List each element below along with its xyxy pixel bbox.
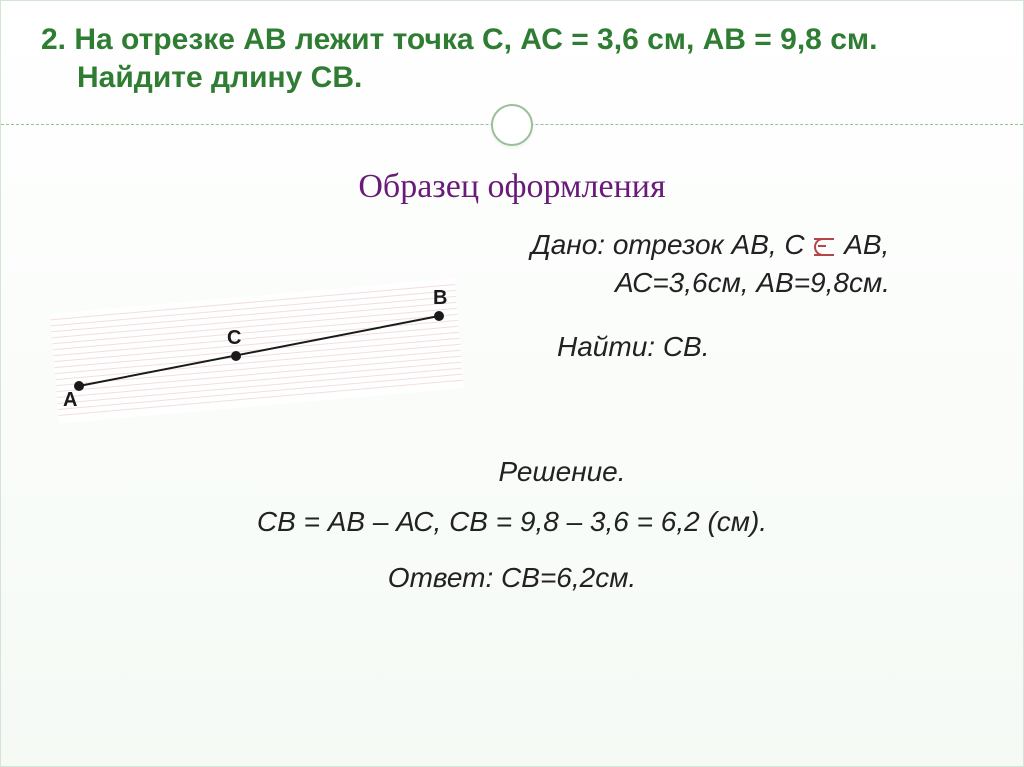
slide: 2. На отрезке АВ лежит точка С, АС = 3,6… <box>0 0 1024 767</box>
given-line-1: Дано: отрезок АВ, С АВ, <box>531 226 1024 264</box>
given-line-2: АС=3,6см, АВ=9,8см. <box>531 264 1024 302</box>
point-c <box>231 351 241 361</box>
label-a: A <box>63 389 77 411</box>
solution-title: Решение. <box>41 456 983 488</box>
solution-answer: Ответ: СВ=6,2см. <box>41 562 983 594</box>
problem-line-2: Найдите длину СВ. <box>41 59 983 97</box>
given-block: Дано: отрезок АВ, С АВ, АС=3,6см, АВ=9,8… <box>531 226 1024 302</box>
find-block: Найти: СВ. <box>557 328 710 366</box>
solution-equation: СВ = АВ – АС, СВ = 9,8 – 3,6 = 6,2 (см). <box>41 506 983 538</box>
given-text-1a: Дано: отрезок АВ, С <box>531 229 812 260</box>
point-b <box>434 311 444 321</box>
solution-block: Решение. СВ = АВ – АС, СВ = 9,8 – 3,6 = … <box>41 456 983 594</box>
label-c: C <box>227 327 241 349</box>
divider-circle <box>491 104 533 146</box>
element-of-icon <box>814 238 834 256</box>
label-b: B <box>433 287 447 309</box>
problem-statement: 2. На отрезке АВ лежит точка С, АС = 3,6… <box>41 21 983 96</box>
given-text-1b: АВ, <box>836 229 889 260</box>
sample-title: Образец оформления <box>41 168 983 206</box>
problem-line-1: 2. На отрезке АВ лежит точка С, АС = 3,6… <box>41 21 983 59</box>
segment-diagram: A C B <box>41 256 471 426</box>
divider <box>41 104 983 146</box>
